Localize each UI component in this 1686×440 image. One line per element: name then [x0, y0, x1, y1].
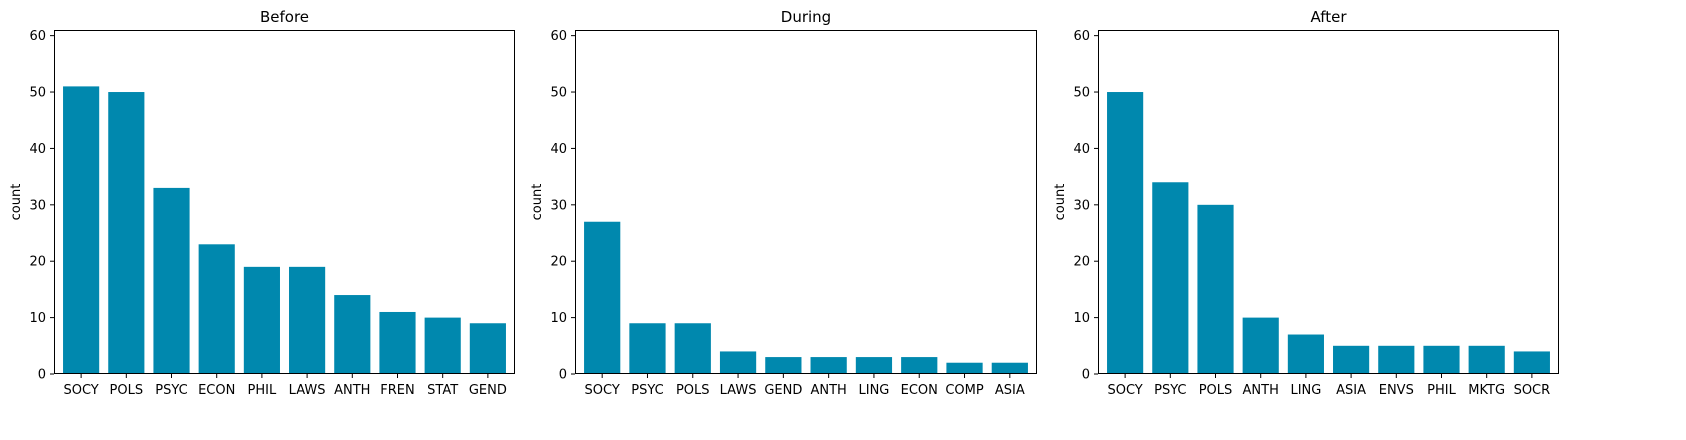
- y-tick-label: 40: [550, 142, 567, 157]
- y-tick-label: 60: [29, 29, 46, 44]
- x-tick-label-stat: STAT: [427, 383, 458, 398]
- y-tick-label: 40: [1073, 142, 1090, 157]
- x-tick-label-anth: ANTH: [810, 383, 846, 398]
- x-tick-label-pols: POLS: [676, 383, 710, 398]
- x-tick-label-laws: LAWS: [289, 383, 326, 398]
- chart-title: During: [781, 8, 831, 26]
- x-tick-label-gend: GEND: [764, 383, 802, 398]
- bar-socr: [1513, 351, 1550, 374]
- x-tick-label-fren: FREN: [380, 383, 414, 398]
- y-tick-label: 30: [1073, 198, 1090, 213]
- x-tick-label-pols: POLS: [1199, 383, 1233, 398]
- bar-phil: [243, 266, 280, 374]
- chart-panel-before: 0 10 20 30 40 50 60 SOCY POLS PSYC ECON PHIL LAWS ANT…: [9, 8, 515, 398]
- x-tick-label-psyc: PSYC: [155, 383, 187, 398]
- x-tick-label-asia: ASIA: [995, 383, 1025, 398]
- x-tick-label-asia: ASIA: [1336, 383, 1366, 398]
- bar-anth: [334, 295, 371, 374]
- bar-anth: [810, 357, 847, 374]
- bar-asia: [1333, 345, 1370, 374]
- x-tick-label-socy: SOCY: [1107, 383, 1142, 398]
- chart-panel-after: 0 10 20 30 40 50 60 SOCY PSYC POLS ANTH LING ASIA ENV…: [1053, 8, 1559, 398]
- y-tick-label: 20: [29, 255, 46, 270]
- x-tick-label-socy: SOCY: [63, 383, 98, 398]
- y-tick-label: 50: [550, 86, 567, 101]
- plot-frame: [54, 30, 515, 374]
- bar-socy: [63, 86, 100, 374]
- chart-panel-during: 0 10 20 30 40 50 60 SOCY PSYC POLS LAWS GEND ANTH LIN…: [530, 8, 1037, 398]
- plot-frame: [575, 30, 1037, 374]
- bar-gend: [469, 323, 506, 374]
- bar-socy: [1107, 92, 1144, 374]
- y-tick-label: 50: [29, 86, 46, 101]
- x-tick-label-econ: ECON: [198, 383, 235, 398]
- x-tick-label-phil: PHIL: [248, 383, 277, 398]
- bar-pols: [1197, 204, 1234, 374]
- x-tick-label-envs: ENVS: [1379, 383, 1414, 398]
- plot-frame: [1098, 30, 1559, 374]
- x-tick-label-gend: GEND: [469, 383, 507, 398]
- bar-psyc: [629, 323, 666, 374]
- y-tick-label: 30: [29, 198, 46, 213]
- chart-title: After: [1310, 8, 1347, 26]
- y-axis-label: count: [530, 184, 545, 221]
- bar-laws: [289, 266, 326, 374]
- bar-ling: [855, 357, 893, 374]
- y-tick-label: 10: [1073, 311, 1090, 326]
- bar-comp: [946, 362, 983, 374]
- bar-anth: [1242, 317, 1279, 374]
- bar-pols: [108, 92, 145, 374]
- x-tick-label-ling: LING: [1290, 383, 1321, 398]
- y-tick-label: 60: [1073, 29, 1090, 44]
- bar-gend: [765, 357, 802, 374]
- y-tick-label: 40: [29, 142, 46, 157]
- bar-mktg: [1468, 345, 1505, 374]
- bar-ling: [1287, 334, 1324, 374]
- y-tick-label: 20: [1073, 255, 1090, 270]
- chart-panels: 0 10 20 30 40 50 60 SOCY POLS PSYC ECON PHIL LAWS ANT…: [9, 8, 1559, 398]
- chart-title: Before: [260, 8, 309, 26]
- bar-pols: [674, 323, 711, 374]
- x-tick-label-psyc: PSYC: [631, 383, 663, 398]
- bar-asia: [991, 362, 1028, 374]
- x-tick-label-socr: SOCR: [1514, 383, 1551, 398]
- bar-laws: [719, 351, 757, 374]
- x-tick-label-anth: ANTH: [334, 383, 370, 398]
- y-tick-label: 50: [1073, 86, 1090, 101]
- bar-fren: [379, 311, 416, 374]
- y-tick-label: 10: [29, 311, 46, 326]
- x-tick-label-laws: LAWS: [720, 383, 757, 398]
- bar-econ: [198, 244, 235, 374]
- y-tick-label: 30: [550, 198, 567, 213]
- x-tick-label-comp: COMP: [945, 383, 984, 398]
- bar-stat: [424, 317, 461, 374]
- bar-envs: [1378, 345, 1415, 374]
- y-tick-label: 60: [550, 29, 567, 44]
- y-tick-label: 0: [38, 368, 46, 383]
- x-tick-label-econ: ECON: [901, 383, 938, 398]
- bar-psyc: [153, 187, 190, 374]
- x-tick-label-psyc: PSYC: [1154, 383, 1186, 398]
- x-tick-label-phil: PHIL: [1427, 383, 1456, 398]
- y-tick-label: 20: [550, 255, 567, 270]
- bar-phil: [1423, 345, 1460, 374]
- x-tick-label-pols: POLS: [110, 383, 144, 398]
- y-axis-label: count: [9, 184, 24, 221]
- bar-psyc: [1152, 182, 1189, 374]
- bar-econ: [901, 357, 938, 374]
- x-tick-label-ling: LING: [859, 383, 890, 398]
- y-tick-label: 0: [559, 368, 567, 383]
- bar-socy: [584, 221, 621, 374]
- y-axis-label: count: [1053, 184, 1068, 221]
- x-tick-label-mktg: MKTG: [1468, 383, 1505, 398]
- y-tick-label: 10: [550, 311, 567, 326]
- x-tick-label-socy: SOCY: [585, 383, 620, 398]
- x-tick-label-anth: ANTH: [1243, 383, 1279, 398]
- y-tick-label: 0: [1082, 368, 1090, 383]
